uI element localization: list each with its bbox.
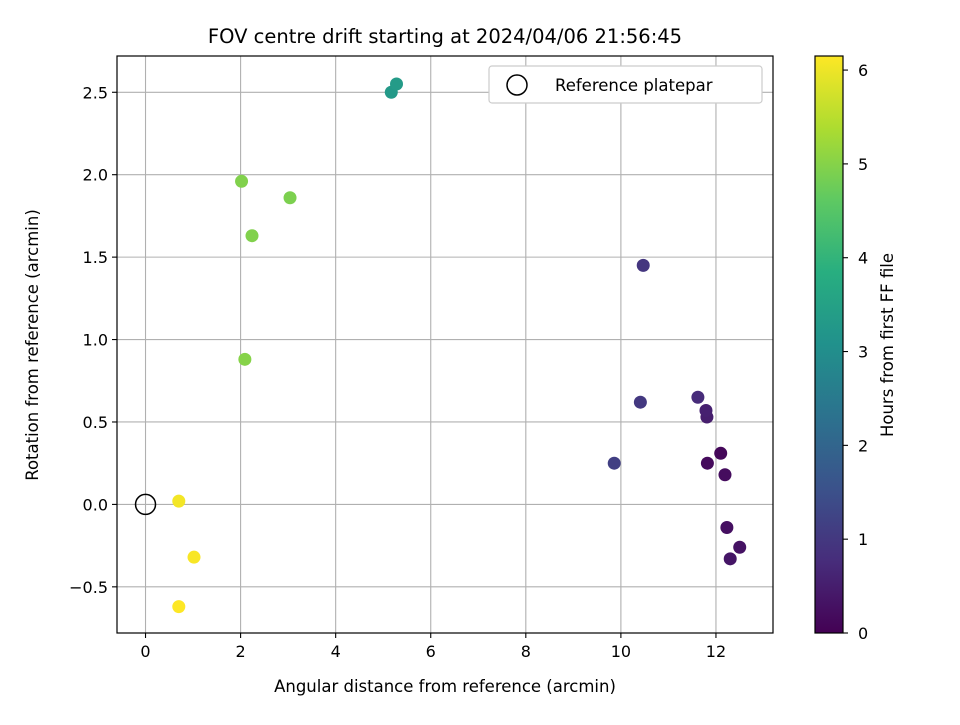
colorbar-tick-label: 0 <box>858 624 868 643</box>
data-point <box>723 552 737 566</box>
colorbar-tick-label: 5 <box>858 155 868 174</box>
data-point <box>636 258 650 272</box>
data-point <box>691 390 705 404</box>
colorbar-label: Hours from first FF file <box>878 253 897 437</box>
data-point <box>390 77 404 91</box>
data-point <box>720 520 734 534</box>
data-point <box>238 352 252 366</box>
data-point <box>718 468 732 482</box>
legend-box <box>488 65 763 104</box>
x-tick-label: 0 <box>140 642 150 661</box>
colorbar-tick-label: 1 <box>858 530 868 549</box>
x-tick-label: 4 <box>331 642 341 661</box>
grid-lines <box>117 56 773 633</box>
y-tick-label: −0.5 <box>69 578 108 597</box>
y-tick-label: 0.0 <box>83 495 108 514</box>
data-point <box>283 191 297 205</box>
data-point <box>733 540 747 554</box>
data-point <box>714 446 728 460</box>
x-tick-label: 8 <box>521 642 531 661</box>
colorbar-tick-label: 4 <box>858 249 868 268</box>
x-axis-label: Angular distance from reference (arcmin) <box>274 677 616 696</box>
reference-marker-group <box>134 493 157 516</box>
y-tick-label: 2.5 <box>83 83 108 102</box>
colorbar-tick-label: 2 <box>858 436 868 455</box>
x-tick-label: 10 <box>611 642 631 661</box>
data-point <box>235 174 249 188</box>
data-points <box>172 77 747 614</box>
data-point <box>187 550 201 564</box>
x-tick-label: 12 <box>706 642 726 661</box>
legend: Reference platepar <box>488 65 763 104</box>
data-point <box>607 456 621 470</box>
y-axis-label: Rotation from reference (arcmin) <box>23 209 42 481</box>
y-tick-label: 0.5 <box>83 413 108 432</box>
chart-title: FOV centre drift starting at 2024/04/06 … <box>208 25 682 48</box>
colorbar-tick-label: 6 <box>858 61 868 80</box>
legend-label: Reference platepar <box>555 76 713 95</box>
colorbar-tick-label: 3 <box>858 343 868 362</box>
legend-marker-icon <box>506 74 528 96</box>
data-point <box>245 229 259 243</box>
data-point <box>172 600 186 614</box>
y-axis-ticks: −0.5 0.0 0.5 1.0 1.5 2.0 2.5 <box>69 83 117 597</box>
y-tick-label: 1.0 <box>83 331 108 350</box>
x-tick-label: 6 <box>426 642 436 661</box>
data-point <box>699 403 713 417</box>
reference-platepar-marker <box>134 493 157 516</box>
x-tick-label: 2 <box>236 642 246 661</box>
plot-frame <box>116 55 774 634</box>
y-tick-label: 2.0 <box>83 166 108 185</box>
y-tick-label: 1.5 <box>83 248 108 267</box>
x-axis-ticks: 0 2 4 6 8 10 12 <box>140 633 726 661</box>
data-point <box>633 395 647 409</box>
data-point <box>172 494 186 508</box>
data-point <box>700 456 714 470</box>
colorbar-ticks: 0 1 2 3 4 5 6 <box>843 61 868 643</box>
colorbar <box>814 55 844 634</box>
